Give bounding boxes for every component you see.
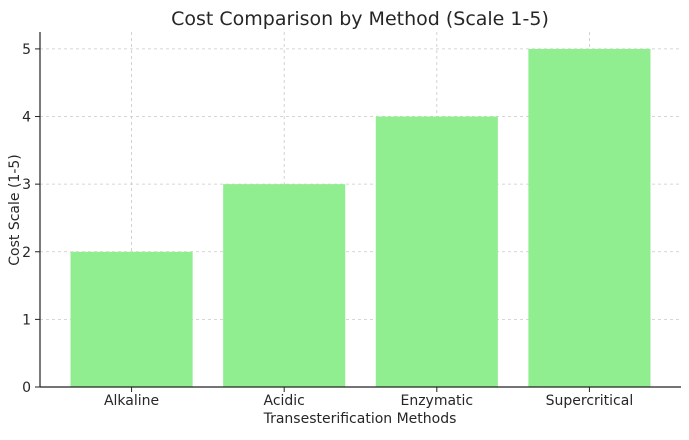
bars-layer — [70, 48, 651, 388]
bar-alkaline — [70, 251, 193, 387]
y-tick-label: 5 — [22, 42, 31, 58]
x-tick-label: Supercritical — [546, 393, 634, 409]
y-tick-label: 1 — [22, 312, 31, 328]
bar-enzymatic — [375, 116, 498, 388]
y-tick-label: 2 — [22, 245, 31, 261]
y-tick-label: 3 — [22, 177, 31, 193]
x-tick-label: Enzymatic — [400, 393, 473, 409]
y-tick-label: 0 — [22, 380, 31, 396]
x-axis-label: Transesterification Methods — [263, 411, 457, 427]
bar-supercritical — [528, 48, 651, 388]
bar-acidic — [223, 184, 346, 387]
chart-title: Cost Comparison by Method (Scale 1-5) — [171, 8, 549, 30]
x-tick-label: Alkaline — [104, 393, 159, 409]
axes-layer — [39, 32, 681, 388]
y-axis-label: Cost Scale (1-5) — [7, 154, 23, 265]
x-tick-label: Acidic — [263, 393, 304, 409]
ticks-layer: 0 1 2 3 4 5 Alkaline Acidic Enzymatic Supercritic… — [22, 42, 633, 409]
y-tick-label: 4 — [22, 110, 31, 126]
